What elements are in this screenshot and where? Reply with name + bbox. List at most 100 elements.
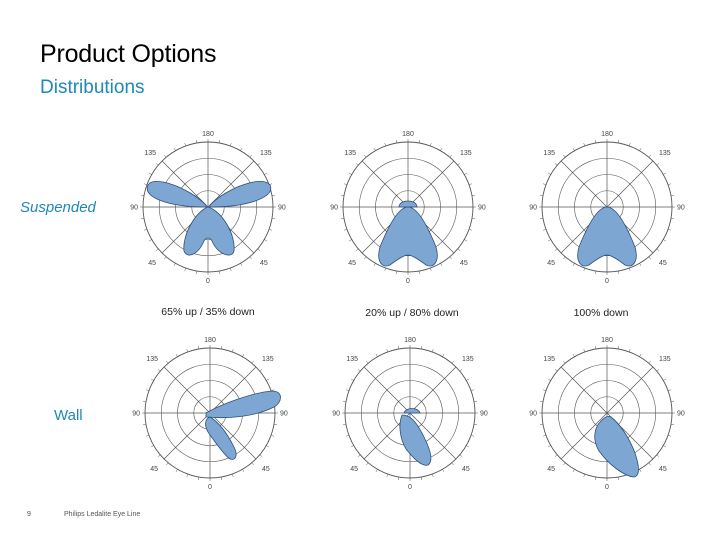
- polar-tick: [140, 194, 145, 196]
- polar-tick: [618, 345, 620, 350]
- polar-tick: [173, 263, 176, 267]
- polar-tick: [166, 462, 169, 466]
- polar-tick: [628, 267, 631, 271]
- polar-tick: [251, 360, 254, 364]
- angle-label-top-right: 135: [460, 150, 472, 157]
- polar-tick: [264, 239, 268, 242]
- polar-tick: [355, 248, 359, 251]
- caption-20up: 20% up / 80% down: [365, 307, 459, 319]
- polar-tick: [240, 147, 243, 151]
- angle-label-top: 180: [601, 131, 613, 138]
- polar-tick: [197, 476, 199, 481]
- polar-tick: [419, 270, 421, 275]
- polar-tick: [449, 154, 452, 158]
- polar-tick: [375, 469, 378, 473]
- polar-tick: [667, 389, 671, 392]
- polar-tick: [628, 143, 631, 147]
- angle-label-top: 180: [402, 131, 414, 138]
- polar-tick: [466, 378, 470, 381]
- polar-tick: [173, 147, 176, 151]
- polar-tick: [148, 172, 152, 175]
- polar-tick: [240, 263, 243, 267]
- polar-tick: [547, 445, 551, 448]
- polar-wall-20up: 180 0 90 90 135 135 45 45: [332, 337, 488, 491]
- polar-tick: [466, 445, 470, 448]
- polar-tick: [656, 369, 660, 372]
- polar-tick: [164, 154, 167, 158]
- polar-tick: [554, 454, 558, 457]
- polar-tick: [270, 389, 274, 392]
- polar-tick: [563, 462, 566, 466]
- polar-tick: [344, 228, 348, 231]
- polar-tick: [166, 360, 169, 364]
- polar-tick: [459, 454, 463, 457]
- page-subtitle: Distributions: [40, 77, 145, 98]
- polar-tick: [357, 369, 361, 372]
- polar-tick: [266, 445, 270, 448]
- polar-tick: [386, 349, 389, 353]
- polar-suspended-20up: 180 0 90 90 135 135 45 45: [330, 131, 486, 285]
- angle-label-bottom-right: 45: [260, 260, 268, 267]
- angle-label-top-left: 135: [344, 150, 356, 157]
- polar-wall-65up: 180 0 90 90 135 135 45 45: [132, 337, 288, 491]
- polar-tick: [242, 353, 245, 357]
- polar-tick: [442, 353, 445, 357]
- angle-label-bottom: 0: [406, 278, 410, 285]
- polar-tick: [639, 147, 642, 151]
- lobe-down: [594, 415, 639, 478]
- polar-tick: [539, 194, 544, 196]
- angle-label-top-left: 135: [543, 356, 555, 363]
- polar-tick: [221, 476, 223, 481]
- polar-tick: [554, 369, 558, 372]
- angle-label-right: 90: [478, 205, 486, 212]
- angle-label-bottom-right: 45: [659, 260, 667, 267]
- polar-tick: [431, 349, 434, 353]
- caption-65up: 65% up / 35% down: [161, 306, 255, 318]
- polar-tick: [554, 163, 558, 166]
- angle-label-top-right: 135: [462, 356, 474, 363]
- angle-label-top: 180: [202, 131, 214, 138]
- row-label-wall: Wall: [54, 407, 83, 424]
- angle-label-top-left: 135: [346, 356, 358, 363]
- polar-tick: [440, 147, 443, 151]
- polar-tick: [148, 239, 152, 242]
- polar-tick: [543, 228, 547, 231]
- polar-tick: [594, 476, 596, 481]
- polar-tick: [639, 353, 642, 357]
- polar-tick: [618, 476, 620, 481]
- polar-tick: [346, 389, 350, 392]
- polar-tick: [656, 163, 660, 166]
- polar-tick: [470, 389, 474, 392]
- polar-tick: [249, 154, 252, 158]
- polar-tick: [543, 434, 547, 437]
- angle-label-right: 90: [278, 205, 286, 212]
- angle-label-right: 90: [280, 411, 288, 418]
- polar-tick: [375, 353, 378, 357]
- angle-label-left: 90: [130, 205, 138, 212]
- polar-tick: [231, 349, 234, 353]
- polar-tick: [442, 469, 445, 473]
- page-title: Product Options: [40, 40, 217, 68]
- polar-tick: [468, 228, 472, 231]
- polar-tick: [639, 469, 642, 473]
- polar-tick: [155, 163, 159, 166]
- polar-tick: [146, 389, 150, 392]
- polar-tick: [395, 270, 397, 275]
- polar-tick: [471, 218, 476, 220]
- polar-tick: [670, 400, 675, 402]
- polar-tick: [355, 163, 359, 166]
- polar-tick: [572, 147, 575, 151]
- angle-label-top-right: 135: [262, 356, 274, 363]
- polar-tick: [470, 434, 474, 437]
- row-label-suspended: Suspended: [20, 199, 96, 216]
- angle-label-right: 90: [480, 411, 488, 418]
- polar-tick: [150, 378, 154, 381]
- polar-tick: [670, 194, 675, 196]
- polar-tick: [270, 434, 274, 437]
- polar-tick: [449, 256, 452, 260]
- polar-tick: [142, 424, 147, 426]
- polar-tick: [648, 462, 651, 466]
- polar-tick: [384, 267, 387, 271]
- polar-tick: [229, 143, 232, 147]
- polar-tick: [583, 267, 586, 271]
